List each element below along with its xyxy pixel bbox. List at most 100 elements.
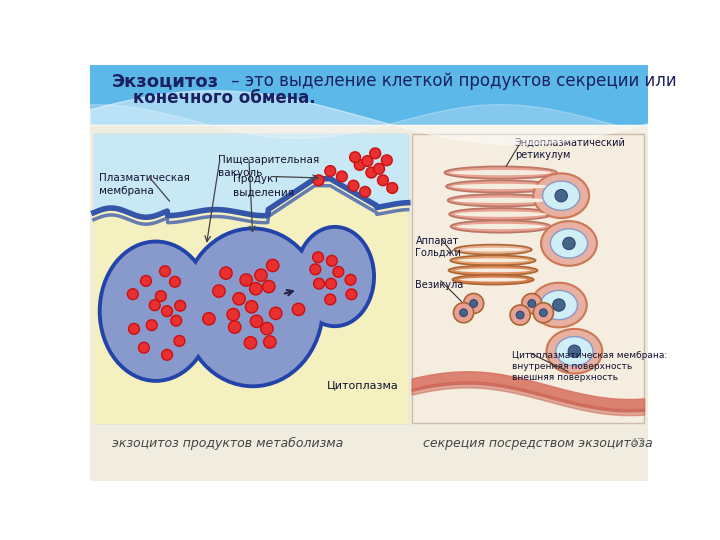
Ellipse shape: [459, 278, 527, 281]
Circle shape: [266, 259, 279, 272]
Ellipse shape: [452, 275, 534, 285]
Circle shape: [325, 278, 336, 289]
Circle shape: [261, 322, 273, 335]
Circle shape: [459, 309, 467, 316]
Ellipse shape: [451, 220, 551, 233]
Circle shape: [568, 345, 580, 357]
Ellipse shape: [550, 229, 588, 258]
Circle shape: [310, 264, 320, 275]
Text: Цитоплазма: Цитоплазма: [326, 381, 398, 390]
Circle shape: [326, 255, 337, 266]
Circle shape: [534, 303, 554, 323]
Circle shape: [382, 155, 392, 166]
Ellipse shape: [297, 229, 372, 325]
Circle shape: [377, 175, 388, 186]
Ellipse shape: [449, 265, 538, 275]
Text: – это выделение клеткой продуктов секреции или: – это выделение клеткой продуктов секрец…: [225, 72, 676, 91]
Circle shape: [240, 274, 252, 286]
Text: конечного обмена.: конечного обмена.: [132, 90, 315, 107]
Circle shape: [138, 342, 149, 353]
Ellipse shape: [534, 173, 589, 218]
FancyBboxPatch shape: [412, 134, 644, 423]
Text: Пищезарительная
вакуоль: Пищезарительная вакуоль: [218, 155, 319, 178]
Circle shape: [233, 293, 246, 305]
Circle shape: [263, 280, 275, 293]
Circle shape: [354, 159, 365, 170]
Ellipse shape: [453, 198, 549, 203]
Circle shape: [350, 152, 361, 163]
Circle shape: [313, 175, 324, 186]
Circle shape: [174, 335, 185, 346]
Circle shape: [228, 321, 241, 333]
FancyBboxPatch shape: [94, 134, 408, 423]
Circle shape: [129, 323, 140, 334]
Text: Эндоплазматический
ретикулум: Эндоплазматический ретикулум: [515, 138, 626, 160]
Ellipse shape: [446, 180, 555, 193]
Ellipse shape: [456, 268, 531, 272]
Text: Экзоцитоз: Экзоцитоз: [112, 72, 219, 91]
Text: Цитоплазматическая мембрана:
внутренняя поверхность
внешняя поверхность: Цитоплазматическая мембрана: внутренняя …: [513, 351, 667, 382]
Circle shape: [366, 167, 377, 178]
Ellipse shape: [181, 226, 325, 388]
Ellipse shape: [448, 194, 554, 206]
Text: Плазматическая
мембрана: Плазматическая мембрана: [99, 173, 190, 196]
Circle shape: [336, 171, 347, 182]
Ellipse shape: [456, 224, 545, 229]
Circle shape: [348, 180, 359, 191]
Text: экзоцитоз продуктов метаболизма: экзоцитоз продуктов метаболизма: [112, 437, 343, 450]
Circle shape: [510, 305, 530, 325]
Circle shape: [203, 313, 215, 325]
Circle shape: [528, 300, 536, 307]
Circle shape: [292, 303, 305, 315]
Circle shape: [362, 156, 373, 166]
Ellipse shape: [540, 291, 577, 320]
Ellipse shape: [451, 255, 536, 265]
Circle shape: [251, 315, 263, 327]
Ellipse shape: [444, 166, 557, 179]
Circle shape: [312, 252, 323, 262]
Circle shape: [469, 300, 477, 307]
Circle shape: [522, 294, 542, 314]
Circle shape: [220, 267, 232, 279]
Circle shape: [146, 320, 157, 330]
Circle shape: [269, 307, 282, 320]
Ellipse shape: [451, 184, 550, 189]
Circle shape: [333, 266, 343, 277]
Circle shape: [539, 309, 547, 316]
Circle shape: [227, 308, 240, 321]
Circle shape: [175, 300, 186, 311]
Circle shape: [387, 183, 397, 193]
Circle shape: [555, 190, 567, 202]
Text: Продукт
выделения: Продукт выделения: [233, 174, 294, 197]
Ellipse shape: [454, 245, 532, 254]
Circle shape: [140, 275, 151, 286]
Circle shape: [516, 311, 524, 319]
Circle shape: [162, 349, 173, 360]
Circle shape: [161, 306, 173, 316]
FancyBboxPatch shape: [90, 125, 648, 481]
Circle shape: [156, 291, 166, 301]
Ellipse shape: [98, 240, 214, 383]
Text: 47: 47: [629, 437, 645, 450]
Circle shape: [213, 285, 225, 297]
Circle shape: [360, 186, 371, 197]
Ellipse shape: [462, 248, 525, 252]
Circle shape: [325, 166, 336, 177]
Circle shape: [563, 237, 575, 249]
Circle shape: [255, 269, 267, 281]
Text: секреция посредством экзоцитоза: секреция посредством экзоцитоза: [423, 437, 653, 450]
Circle shape: [264, 336, 276, 348]
FancyBboxPatch shape: [90, 65, 648, 125]
Ellipse shape: [449, 208, 552, 220]
FancyBboxPatch shape: [94, 200, 408, 423]
Text: Везикула: Везикула: [415, 280, 464, 291]
Circle shape: [346, 289, 357, 300]
Circle shape: [325, 294, 336, 305]
Ellipse shape: [531, 283, 587, 327]
Ellipse shape: [556, 336, 593, 366]
Circle shape: [314, 278, 325, 289]
Ellipse shape: [541, 221, 597, 266]
Ellipse shape: [102, 244, 210, 379]
Circle shape: [370, 148, 381, 159]
Circle shape: [171, 315, 181, 326]
